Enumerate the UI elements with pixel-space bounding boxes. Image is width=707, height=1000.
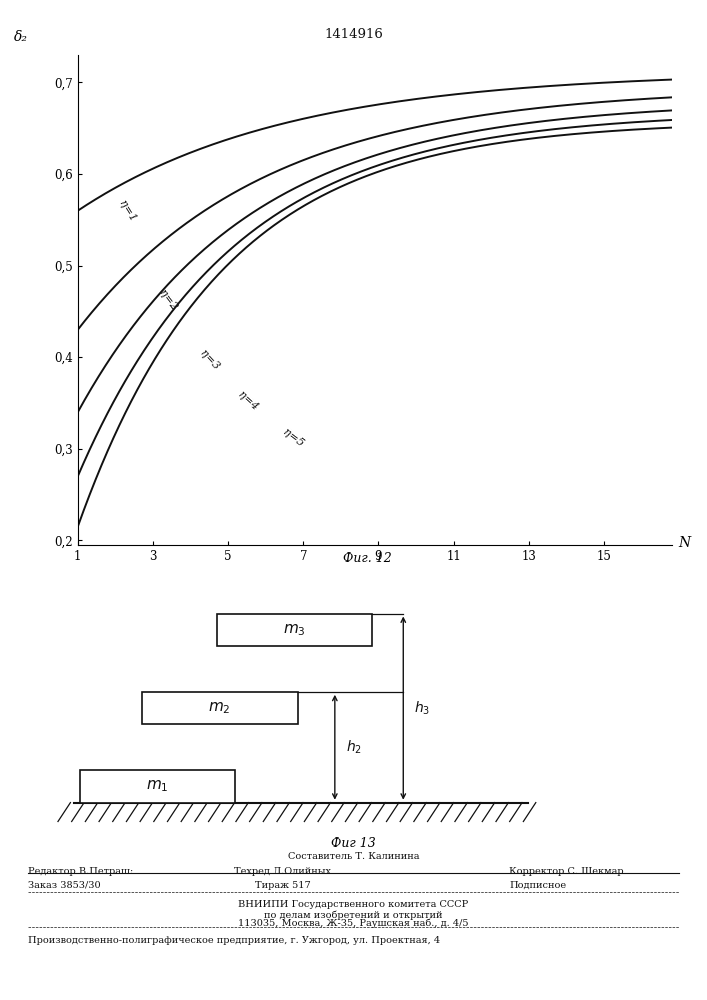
Text: Составитель Т. Калинина: Составитель Т. Калинина xyxy=(288,852,419,861)
Text: η=1: η=1 xyxy=(117,198,138,223)
Text: по делам изобретений и открытий: по делам изобретений и открытий xyxy=(264,910,443,920)
Text: η=2: η=2 xyxy=(157,288,179,313)
Text: η=4: η=4 xyxy=(235,390,259,413)
Text: η=5: η=5 xyxy=(281,427,305,449)
Text: Тираж 517: Тираж 517 xyxy=(255,881,310,890)
Text: 113035, Москва, Ж-35, Раушская наб., д. 4/5: 113035, Москва, Ж-35, Раушская наб., д. … xyxy=(238,919,469,928)
Text: Подписное: Подписное xyxy=(509,881,566,890)
Text: Корректор С. Шекмар: Корректор С. Шекмар xyxy=(509,867,624,876)
Text: η=3: η=3 xyxy=(198,348,221,372)
Text: $m_2$: $m_2$ xyxy=(209,700,231,716)
Text: Фиг 13: Фиг 13 xyxy=(331,837,376,850)
Text: N: N xyxy=(679,536,691,550)
Bar xyxy=(80,770,235,803)
Text: δ₂: δ₂ xyxy=(14,30,28,44)
Text: $m_3$: $m_3$ xyxy=(283,622,305,638)
Bar xyxy=(216,614,372,646)
Text: Заказ 3853/30: Заказ 3853/30 xyxy=(28,881,101,890)
Text: Производственно-полиграфическое предприятие, г. Ужгород, ул. Проектная, 4: Производственно-полиграфическое предприя… xyxy=(28,936,440,945)
Text: Фиг. 12: Фиг. 12 xyxy=(344,552,392,565)
Text: $h_3$: $h_3$ xyxy=(414,699,431,717)
Bar xyxy=(142,692,298,724)
Text: 1414916: 1414916 xyxy=(324,28,383,41)
Text: Редактор В.Петраш:: Редактор В.Петраш: xyxy=(28,867,134,876)
Text: $m_1$: $m_1$ xyxy=(146,779,169,794)
Text: $h_2$: $h_2$ xyxy=(346,739,362,756)
Text: ВНИИПИ Государственного комитета СССР: ВНИИПИ Государственного комитета СССР xyxy=(238,900,469,909)
Text: Техред Л.Олийных: Техред Л.Олийных xyxy=(234,867,332,876)
